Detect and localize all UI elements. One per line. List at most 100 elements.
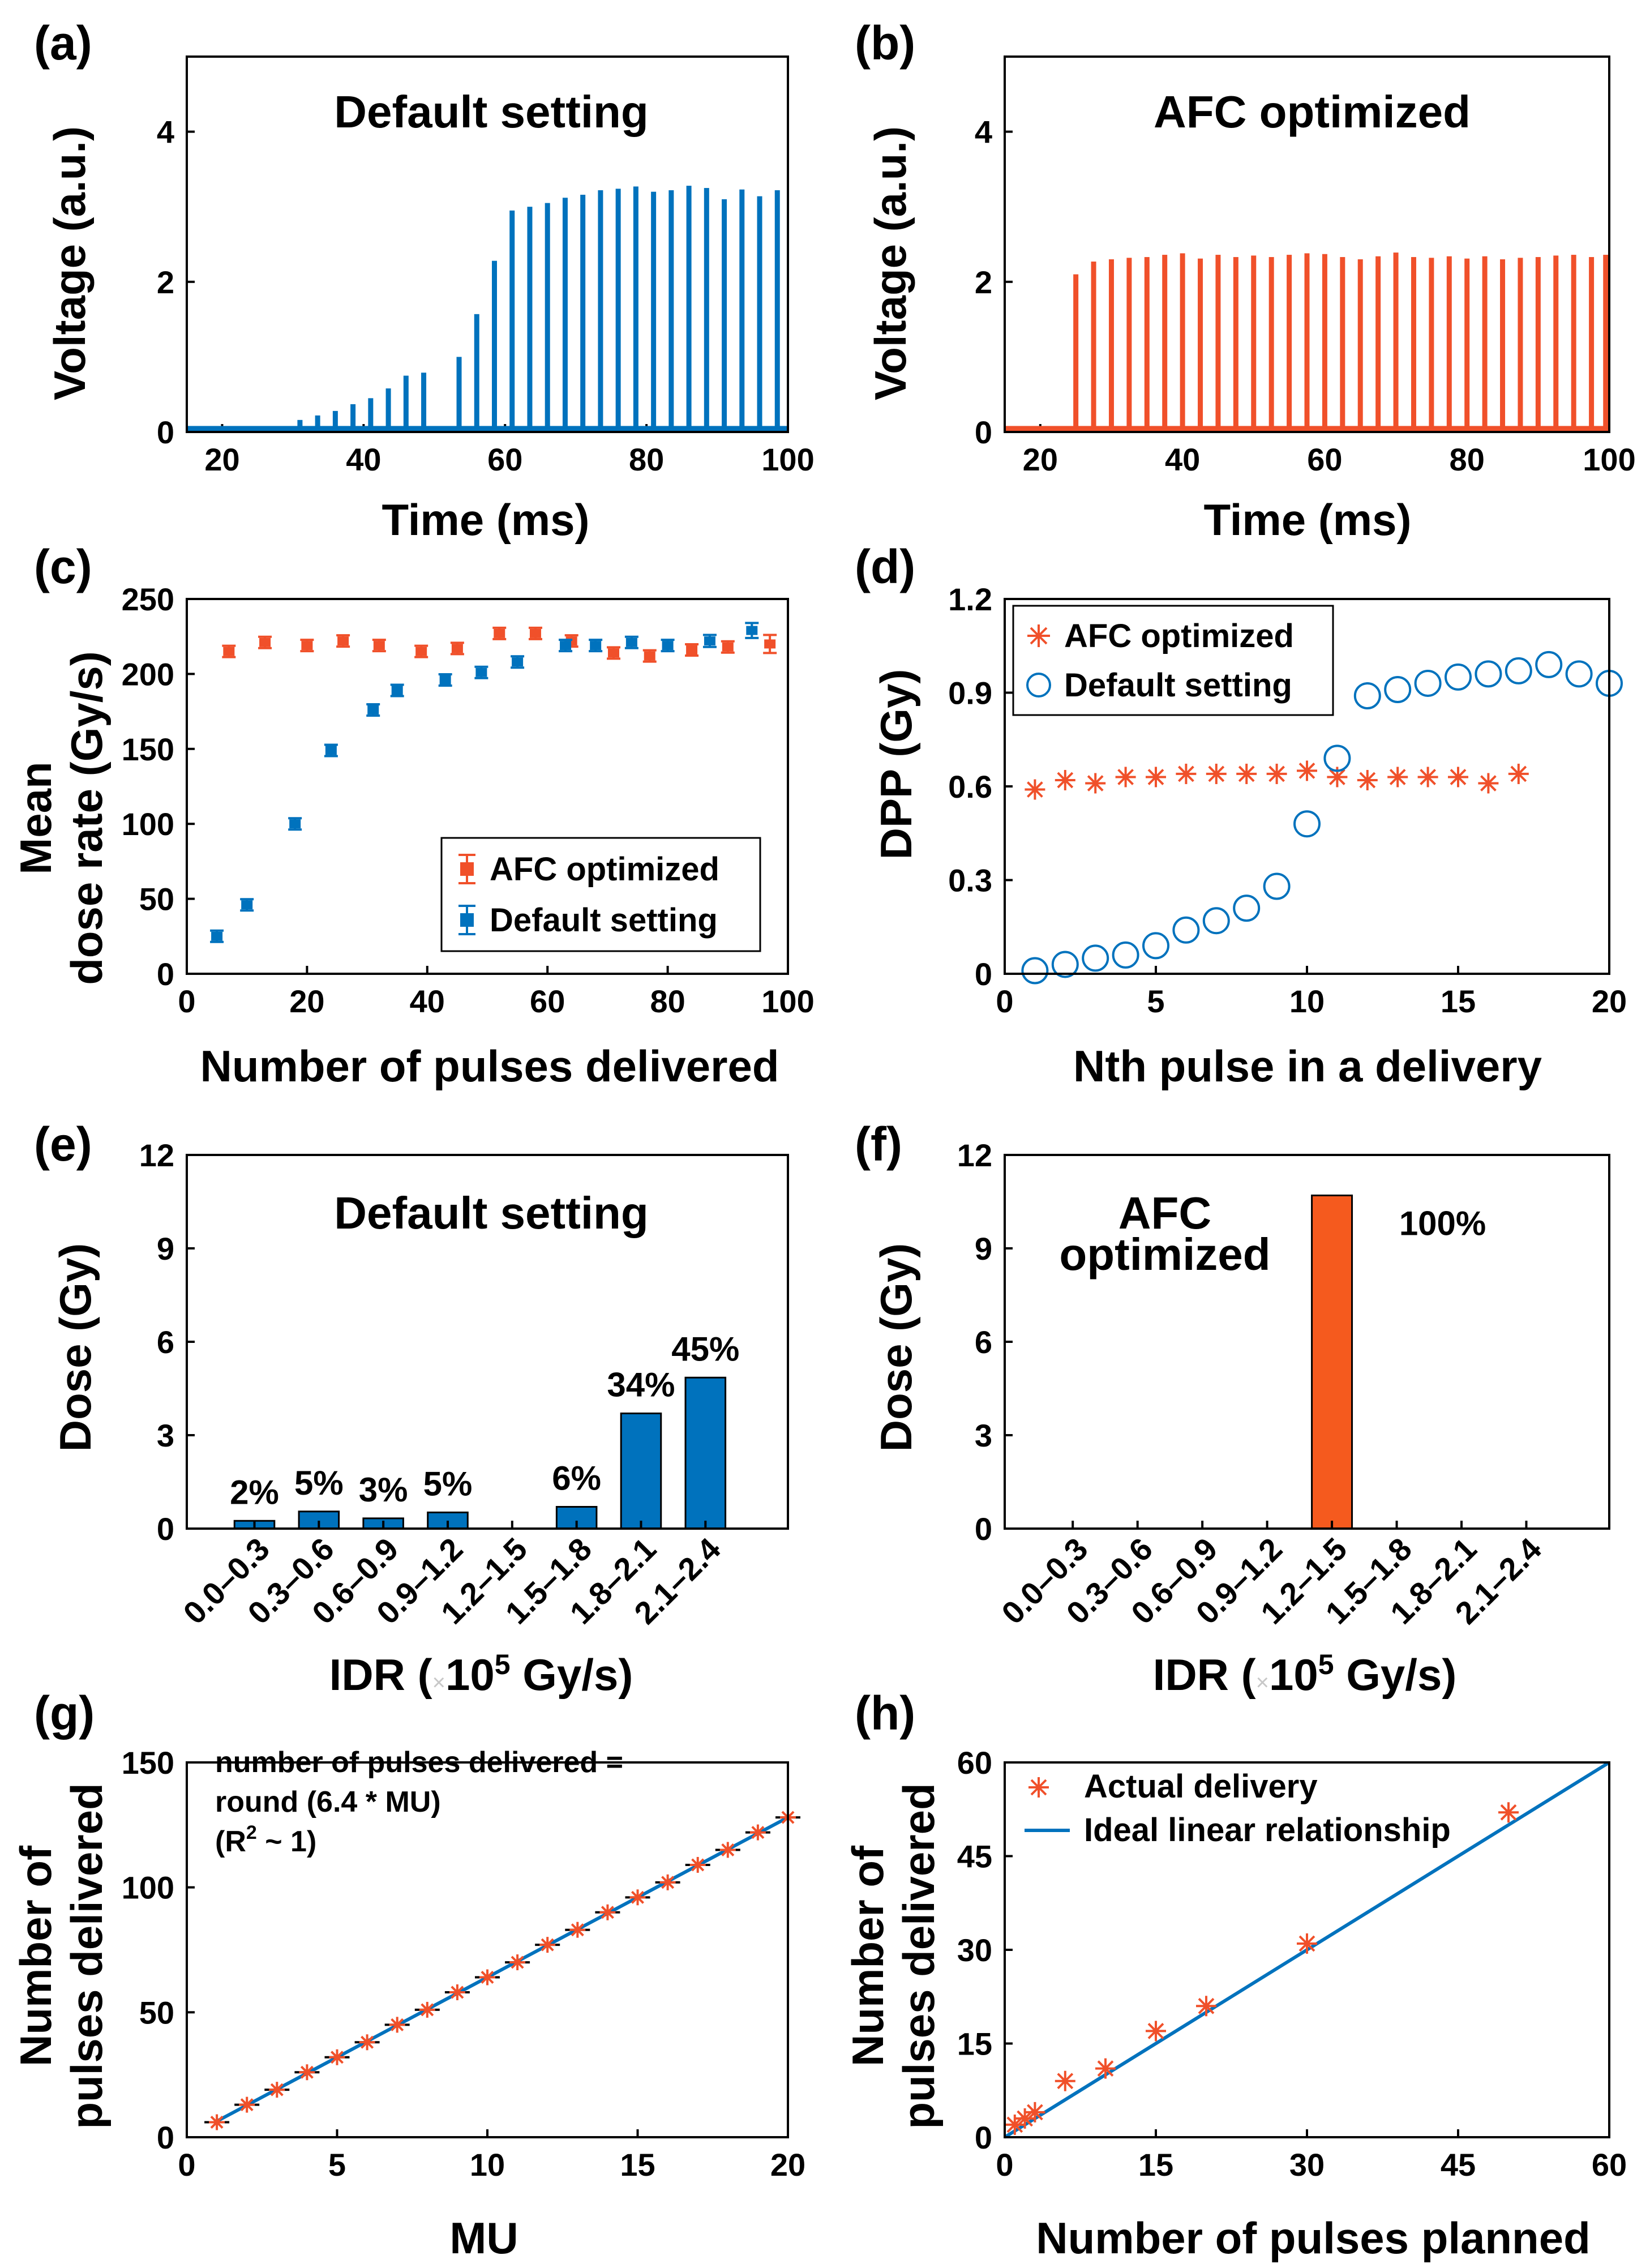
panel-a-pulse bbox=[315, 415, 320, 432]
panel-g-r2-suffix: ~ 1) bbox=[257, 1825, 317, 1858]
panel-h-xtick-label: 15 bbox=[1138, 2147, 1173, 2183]
panel-e-ytick-label: 9 bbox=[157, 1231, 174, 1266]
panel-a-ytick-label: 0 bbox=[157, 414, 174, 450]
panel-c-marker bbox=[367, 705, 379, 714]
panel-b-pulse bbox=[1603, 255, 1609, 432]
panel-e-bar bbox=[620, 1413, 662, 1530]
panel-c-marker bbox=[373, 641, 385, 651]
panel-e-bar-label: 2% bbox=[230, 1473, 279, 1511]
panel-g-asterisk bbox=[329, 2049, 345, 2065]
panel-a-pulse bbox=[403, 375, 409, 432]
panel-a-pulse bbox=[297, 420, 303, 432]
panel-g-asterisk-d2 bbox=[331, 2051, 344, 2064]
panel-b-pulse bbox=[1304, 253, 1310, 432]
panel-c-legend-marker-afc bbox=[458, 854, 475, 884]
panel-c-marker bbox=[704, 636, 715, 646]
panel-b-pulse bbox=[1393, 253, 1399, 432]
panel-d-circle-point bbox=[1475, 660, 1502, 688]
panel-h-xtick-label: 45 bbox=[1441, 2147, 1476, 2183]
panel-g-asterisk-d2 bbox=[361, 2035, 374, 2049]
panel-g-asterisk-d2 bbox=[571, 1923, 584, 1937]
panel-a-pulse bbox=[722, 199, 727, 432]
panel-e-xlabel: IDR (×105 Gy/s) bbox=[329, 1649, 633, 1700]
panel-h-asterisk-point-d2 bbox=[1500, 1804, 1517, 1821]
panel-g-ytick-label: 100 bbox=[122, 1870, 174, 1906]
panel-c-point bbox=[763, 634, 777, 654]
panel-g-asterisk-d2 bbox=[511, 1955, 524, 1969]
panel-c-xtick-label: 40 bbox=[410, 983, 445, 1019]
panel-b: (b) AFC optimized Time (ms) Voltage (a.u… bbox=[855, 16, 1636, 545]
panel-h-ylabel-line2: pulses delivered bbox=[894, 1783, 944, 2129]
panel-h-asterisk-point bbox=[1055, 2070, 1075, 2091]
panel-g-xtick-label: 0 bbox=[178, 2147, 195, 2183]
panel-d-circle-point bbox=[1233, 895, 1261, 922]
panel-d-circle-point bbox=[1323, 744, 1351, 772]
panel-label-d: (d) bbox=[855, 540, 915, 593]
panel-b-pulse bbox=[1500, 259, 1506, 432]
panel-g-ytick-label: 50 bbox=[139, 1995, 174, 2030]
panel-d-asterisk-point-d2 bbox=[1480, 775, 1497, 791]
panel-b-pulse bbox=[1287, 255, 1292, 432]
panel-g-xtick-label: 10 bbox=[470, 2147, 505, 2183]
panel-f-xlabel-exp: 5 bbox=[1318, 1649, 1334, 1680]
panel-g-point bbox=[505, 1954, 530, 1971]
panel-h-legend-actual: Actual delivery bbox=[1084, 1768, 1318, 1805]
panel-h-legend: Actual delivery Ideal linear relationshi… bbox=[1025, 1768, 1451, 1848]
panel-c-point bbox=[258, 635, 272, 649]
panel-a-pulse bbox=[633, 186, 638, 432]
panel-g-axes-frame bbox=[186, 1761, 789, 2138]
panel-label-b: (b) bbox=[855, 16, 915, 70]
panel-d-xtick-label: 0 bbox=[996, 983, 1013, 1019]
panel-b-pulse bbox=[1268, 257, 1274, 432]
panel-f-ytick-label: 6 bbox=[975, 1324, 992, 1360]
panel-c-ytick-label: 250 bbox=[122, 581, 174, 617]
panel-g-asterisk bbox=[299, 2064, 315, 2081]
panel-g-annotation-line2: round (6.4 * MU) bbox=[215, 1786, 441, 1818]
panel-g-point bbox=[234, 2096, 260, 2113]
panel-e-ytick-label: 3 bbox=[157, 1418, 174, 1453]
panel-h-xtick-label: 30 bbox=[1289, 2147, 1325, 2183]
panel-g-asterisk bbox=[449, 1984, 465, 2001]
panel-h-ytick-label: 45 bbox=[957, 1839, 992, 1875]
panel-c-point bbox=[702, 634, 717, 648]
panel-e-bar-label: 45% bbox=[671, 1330, 739, 1368]
panel-g-asterisk-d2 bbox=[751, 1826, 765, 1839]
panel-c-marker bbox=[644, 651, 655, 661]
panel-d-ytick-label: 0.9 bbox=[948, 675, 992, 711]
panel-b-pulse bbox=[1571, 255, 1576, 432]
panel-g-point bbox=[414, 2001, 440, 2018]
panel-d-legend-default: Default setting bbox=[1064, 667, 1292, 704]
panel-d-asterisk-point-d2 bbox=[1450, 769, 1467, 785]
panel-a-baseline bbox=[187, 426, 788, 432]
panel-e-xlabel-exp: 5 bbox=[495, 1649, 511, 1680]
panel-h-asterisk-point bbox=[1498, 1802, 1519, 1823]
panel-c-ytick-label: 0 bbox=[157, 956, 174, 992]
panel-e-bar-label: 6% bbox=[552, 1460, 601, 1497]
panel-d-legend-marker-default bbox=[1026, 673, 1051, 697]
panel-d-asterisk-point-d2 bbox=[1268, 765, 1285, 782]
panel-a-pulse bbox=[668, 190, 674, 432]
panel-b-pulse bbox=[1251, 255, 1257, 432]
panel-b-pulse bbox=[1535, 257, 1541, 432]
panel-c-marker bbox=[662, 641, 674, 651]
panel-d-asterisk-point bbox=[1417, 767, 1438, 788]
panel-g-asterisk bbox=[389, 2017, 405, 2033]
panel-b-xlabel: Time (ms) bbox=[1204, 495, 1412, 545]
panel-f-axes-frame bbox=[1004, 1154, 1610, 1530]
panel-d-ytick-label: 0 bbox=[975, 956, 992, 992]
panel-a-pulse bbox=[598, 190, 603, 432]
panel-c-point bbox=[240, 898, 254, 912]
panel-c-point bbox=[450, 641, 464, 656]
panel-c-point bbox=[745, 622, 759, 639]
panel-d-ylabel: DPP (Gy) bbox=[871, 669, 921, 860]
panel-d-asterisk-point bbox=[1055, 769, 1075, 790]
panel-c-xtick-label: 100 bbox=[761, 983, 814, 1019]
panel-e: (e) Default setting IDR (×105 Gy/s) Dose… bbox=[34, 1118, 789, 1700]
panel-b-xtick-label: 60 bbox=[1307, 442, 1342, 477]
panel-g-point bbox=[685, 1856, 710, 1873]
panel-d-circle-point bbox=[1142, 932, 1169, 960]
panel-a-pulse bbox=[332, 410, 338, 432]
panel-d-xtick-label: 15 bbox=[1441, 983, 1476, 1019]
panel-c-legend-default: Default setting bbox=[490, 902, 718, 939]
